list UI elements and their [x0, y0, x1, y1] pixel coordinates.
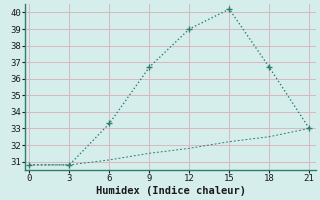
X-axis label: Humidex (Indice chaleur): Humidex (Indice chaleur) [96, 186, 246, 196]
